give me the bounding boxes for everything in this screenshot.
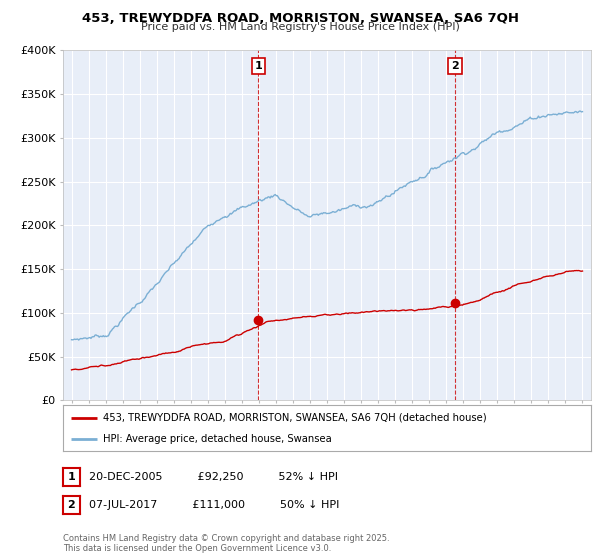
Text: Contains HM Land Registry data © Crown copyright and database right 2025.
This d: Contains HM Land Registry data © Crown c…: [63, 534, 389, 553]
Text: 453, TREWYDDFA ROAD, MORRISTON, SWANSEA, SA6 7QH (detached house): 453, TREWYDDFA ROAD, MORRISTON, SWANSEA,…: [103, 413, 486, 423]
Text: Price paid vs. HM Land Registry's House Price Index (HPI): Price paid vs. HM Land Registry's House …: [140, 22, 460, 32]
Text: 1: 1: [254, 61, 262, 71]
Text: HPI: Average price, detached house, Swansea: HPI: Average price, detached house, Swan…: [103, 434, 331, 444]
Text: 07-JUL-2017          £111,000          50% ↓ HPI: 07-JUL-2017 £111,000 50% ↓ HPI: [89, 500, 339, 510]
Text: 20-DEC-2005          £92,250          52% ↓ HPI: 20-DEC-2005 £92,250 52% ↓ HPI: [89, 472, 338, 482]
Text: 2: 2: [451, 61, 459, 71]
Text: 1: 1: [68, 472, 75, 482]
Text: 453, TREWYDDFA ROAD, MORRISTON, SWANSEA, SA6 7QH: 453, TREWYDDFA ROAD, MORRISTON, SWANSEA,…: [82, 12, 518, 25]
Text: 2: 2: [68, 500, 75, 510]
